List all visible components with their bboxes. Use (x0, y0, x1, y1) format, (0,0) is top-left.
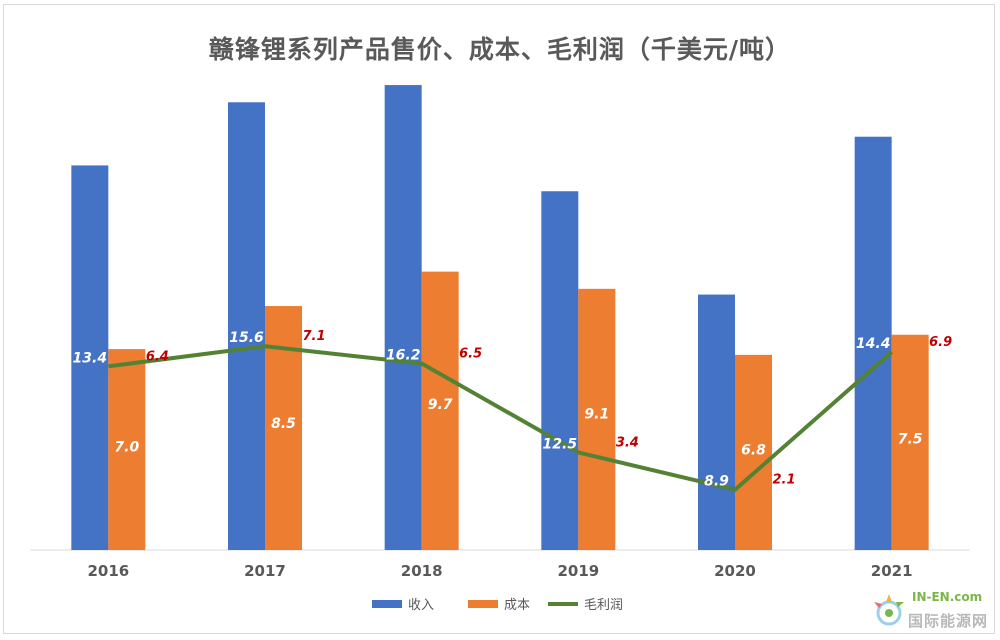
bar-cost-2018 (421, 271, 459, 550)
x-tick-label-2020: 2020 (714, 562, 756, 580)
label-profit-2021: 6.9 (929, 335, 952, 350)
legend-swatch-1 (468, 600, 498, 608)
bar-revenue-2019 (541, 191, 579, 550)
bar-revenue-2017 (228, 102, 265, 550)
watermark: IN-EN.com 国际能源网 (866, 588, 996, 636)
label-cost-2020: 6.8 (741, 443, 766, 459)
chart-title: 赣锋锂系列产品售价、成本、毛利润（千美元/吨） (208, 35, 792, 64)
label-cost-2016: 7.0 (114, 440, 139, 456)
watermark-cn: 国际能源网 (908, 612, 989, 630)
watermark-en: IN-EN.com (912, 590, 983, 604)
label-cost-2017: 8.5 (271, 416, 296, 432)
label-revenue-2018: 16.2 (386, 347, 421, 363)
x-tick-label-2021: 2021 (871, 562, 913, 580)
label-profit-2018: 6.5 (459, 346, 482, 361)
label-revenue-2021: 14.4 (856, 336, 891, 352)
bar-cost-2016 (108, 349, 146, 550)
chart-frame (3, 4, 995, 634)
label-revenue-2020: 8.9 (704, 474, 729, 490)
label-profit-2017: 7.1 (302, 329, 325, 344)
label-profit-2016: 6.4 (146, 349, 169, 364)
x-tick-label-2017: 2017 (244, 562, 286, 580)
legend-label-0: 收入 (408, 598, 434, 613)
watermark-logo-icon (874, 594, 904, 626)
legend-label-2: 毛利润 (584, 598, 623, 613)
label-revenue-2016: 13.4 (73, 350, 108, 366)
bar-cost-2019 (578, 288, 616, 550)
bar-cost-2020 (735, 354, 772, 550)
label-profit-2020: 2.1 (772, 473, 795, 488)
label-cost-2018: 9.7 (428, 397, 453, 413)
legend-swatch-0 (372, 600, 402, 608)
legend-label-1: 成本 (504, 598, 530, 613)
bar-revenue-2021 (854, 136, 892, 550)
bar-revenue-2016 (71, 165, 109, 551)
label-cost-2021: 7.5 (898, 432, 923, 448)
label-revenue-2017: 15.6 (229, 330, 264, 346)
line-profit (108, 344, 893, 492)
bar-revenue-2018 (384, 85, 422, 550)
label-profit-2019: 3.4 (616, 435, 639, 450)
x-tick-label-2018: 2018 (401, 562, 443, 580)
x-tick-label-2019: 2019 (557, 562, 599, 580)
bar-cost-2021 (891, 334, 929, 550)
label-revenue-2019: 12.5 (543, 436, 578, 452)
bar-revenue-2020 (698, 294, 735, 550)
label-cost-2019: 9.1 (584, 406, 609, 422)
x-tick-label-2016: 2016 (87, 562, 129, 580)
